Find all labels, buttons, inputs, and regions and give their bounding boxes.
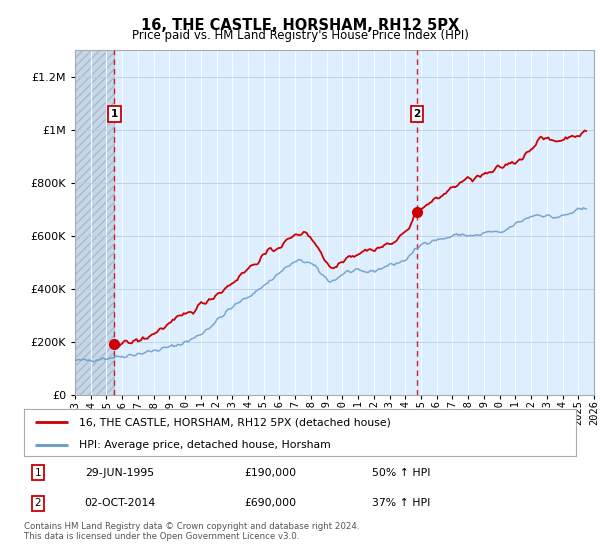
Text: £190,000: £190,000	[245, 468, 297, 478]
Text: 2: 2	[413, 109, 421, 119]
Text: 16, THE CASTLE, HORSHAM, RH12 5PX: 16, THE CASTLE, HORSHAM, RH12 5PX	[141, 18, 459, 33]
Bar	[75, 50, 115, 395]
Text: 1: 1	[110, 109, 118, 119]
Text: 50% ↑ HPI: 50% ↑ HPI	[372, 468, 430, 478]
Text: £690,000: £690,000	[245, 498, 297, 508]
Text: 29-JUN-1995: 29-JUN-1995	[85, 468, 154, 478]
Text: HPI: Average price, detached house, Horsham: HPI: Average price, detached house, Hors…	[79, 440, 331, 450]
Text: 02-OCT-2014: 02-OCT-2014	[85, 498, 156, 508]
Text: Price paid vs. HM Land Registry's House Price Index (HPI): Price paid vs. HM Land Registry's House …	[131, 29, 469, 42]
Text: 2: 2	[34, 498, 41, 508]
Text: Contains HM Land Registry data © Crown copyright and database right 2024.
This d: Contains HM Land Registry data © Crown c…	[24, 522, 359, 542]
Text: 37% ↑ HPI: 37% ↑ HPI	[372, 498, 430, 508]
Text: 1: 1	[34, 468, 41, 478]
Text: 16, THE CASTLE, HORSHAM, RH12 5PX (detached house): 16, THE CASTLE, HORSHAM, RH12 5PX (detac…	[79, 417, 391, 427]
